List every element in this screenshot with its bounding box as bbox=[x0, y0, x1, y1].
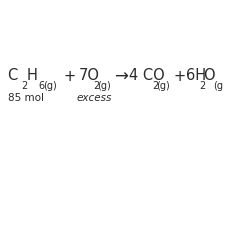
Text: 2: 2 bbox=[21, 81, 28, 91]
Text: 2: 2 bbox=[199, 81, 205, 91]
Text: H: H bbox=[26, 68, 37, 83]
Text: 4 CO: 4 CO bbox=[129, 68, 164, 83]
Text: (g): (g) bbox=[97, 81, 111, 91]
Text: 6: 6 bbox=[39, 81, 45, 91]
Text: O: O bbox=[203, 68, 214, 83]
Text: C: C bbox=[8, 68, 18, 83]
Text: excess: excess bbox=[76, 93, 112, 103]
Text: +: + bbox=[64, 69, 76, 84]
Text: (g: (g bbox=[213, 81, 223, 91]
Text: 7O: 7O bbox=[79, 68, 100, 83]
Text: (g): (g) bbox=[156, 81, 170, 91]
Text: +: + bbox=[174, 69, 186, 84]
Text: (g): (g) bbox=[43, 81, 57, 91]
Text: 85 mol: 85 mol bbox=[8, 93, 44, 103]
Text: →: → bbox=[114, 68, 128, 86]
Text: 2: 2 bbox=[152, 81, 158, 91]
Text: 2: 2 bbox=[93, 81, 100, 91]
Text: 6H: 6H bbox=[186, 68, 206, 83]
